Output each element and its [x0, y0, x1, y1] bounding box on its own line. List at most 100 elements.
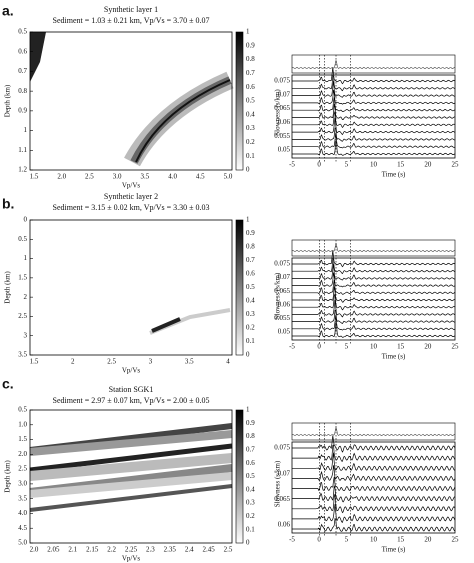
depth-tick-label: 1.5 — [18, 435, 27, 443]
seismogram — [292, 322, 456, 338]
vpvs-tick-label: 2 — [71, 358, 75, 366]
seismogram — [292, 465, 456, 481]
seismogram — [292, 67, 456, 85]
colorbar-tick-label: 0.8 — [246, 55, 255, 63]
seismogram — [292, 279, 456, 295]
vpvs-tick-label: 3 — [149, 358, 153, 366]
depth-label: Depth (km) — [4, 460, 12, 493]
time-tick-label: 25 — [452, 343, 460, 351]
seismogram — [292, 309, 456, 324]
vpvs-tick-label: 1.5 — [30, 173, 39, 181]
trace — [291, 426, 456, 436]
vpvs-tick-label: 2.35 — [164, 546, 177, 554]
vpvs-tick-label: 3.0 — [113, 173, 122, 181]
slowness-label: Slowness (s/km) — [274, 460, 282, 507]
trace-top — [291, 422, 456, 441]
colorbar-tick-label: 1 — [246, 406, 250, 414]
heatmap-bg — [30, 220, 232, 355]
depth-tick-label: 0 — [24, 216, 28, 224]
heatmap — [29, 410, 233, 543]
depth-tick-label: 3 — [24, 331, 28, 339]
seismogram — [292, 435, 456, 453]
seismogram — [292, 140, 456, 156]
depth-tick-label: 3.5 — [18, 351, 27, 359]
vpvs-tick-label: 2.1 — [68, 546, 77, 554]
vpvs-tick-label: 2.5 — [224, 546, 233, 554]
vpvs-tick-label: 2.5 — [107, 358, 116, 366]
colorbar-tick-label: 0.9 — [246, 419, 255, 427]
time-tick-label: 15 — [397, 343, 405, 351]
time-tick-label: 5 — [345, 161, 349, 169]
depth-tick-label: 3.0 — [18, 479, 27, 487]
panel-title: Synthetic layer 2 — [104, 192, 158, 201]
slowness-label: Slowness (s/km) — [274, 272, 282, 319]
blob — [30, 32, 46, 82]
slowness-tick-label: 0.065 — [274, 495, 290, 503]
depth-tick-label: 0.8 — [18, 87, 27, 95]
colorbar-tick-label: 0.8 — [246, 432, 255, 440]
colorbar-tick-label: 0.6 — [246, 270, 255, 278]
colorbar-tick-label: 0.2 — [246, 138, 255, 146]
depth-tick-label: 1.2 — [18, 166, 27, 174]
seismogram — [292, 493, 456, 514]
colorbar-tick-label: 0.1 — [246, 525, 255, 533]
time-tick-label: 5 — [345, 536, 349, 544]
time-tick-label: 20 — [424, 536, 432, 544]
slowness-tick-label: 0.075 — [274, 260, 290, 268]
colorbar-tick-label: 0.5 — [246, 97, 255, 105]
colorbar — [235, 219, 244, 356]
depth-label: Depth (km) — [4, 271, 12, 304]
colorbar-tick-label: 0.3 — [246, 124, 255, 132]
vpvs-tick-label: 2.5 — [85, 173, 94, 181]
trace — [291, 242, 456, 252]
time-tick-label: 15 — [397, 161, 405, 169]
seismogram — [292, 263, 455, 281]
vpvs-tick-label: 2.3 — [146, 546, 155, 554]
depth-tick-label: 0.6 — [18, 47, 27, 55]
trace-frame — [291, 54, 456, 74]
heatmap-frame — [29, 31, 233, 171]
depth-tick-label: 0.9 — [18, 106, 27, 114]
slowness-tick-label: 0.07 — [278, 469, 291, 477]
time-tick-label: 10 — [370, 536, 378, 544]
vpvs-label: Vp/Vs — [122, 555, 141, 563]
colorbar-tick-label: 0.3 — [246, 499, 255, 507]
seismogram — [292, 300, 456, 318]
seismogram — [292, 250, 456, 268]
depth-tick-label: 4.5 — [18, 524, 27, 532]
vpvs-tick-label: 2.4 — [185, 546, 194, 554]
vpvs-tick-label: 4.0 — [168, 173, 177, 181]
seismogram — [292, 293, 456, 311]
vpvs-tick-label: 5.0 — [224, 173, 233, 181]
seismogram — [292, 485, 456, 503]
vpvs-tick-label: 4 — [226, 358, 230, 366]
slowness-tick-label: 0.075 — [274, 444, 290, 452]
colorbar-tick-label: 0.2 — [246, 324, 255, 332]
depth-tick-label: 4.0 — [18, 509, 27, 517]
slowness-tick-label: 0.075 — [274, 77, 290, 85]
depth-tick-label: 1.1 — [18, 146, 27, 154]
depth-tick-label: 0.5 — [18, 235, 27, 243]
panel-title: Synthetic layer 1 — [104, 5, 158, 14]
time-tick-label: 25 — [452, 161, 460, 169]
slowness-tick-label: 0.07 — [278, 273, 291, 281]
colorbar-tick-label: 0.7 — [246, 256, 255, 264]
heatmap — [30, 32, 234, 170]
seismogram — [292, 272, 456, 288]
vpvs-tick-label: 2.45 — [202, 546, 215, 554]
depth-tick-label: 1 — [24, 126, 28, 134]
time-tick-label: -5 — [289, 161, 295, 169]
seismogram — [292, 286, 456, 303]
slowness-tick-label: 0.05 — [278, 146, 291, 154]
slowness-tick-label: 0.055 — [274, 314, 290, 322]
vpvs-tick-label: 2.25 — [125, 546, 138, 554]
time-tick-label: -5 — [289, 536, 295, 544]
vpvs-tick-label: 2.15 — [86, 546, 99, 554]
time-label: Time (s) — [382, 171, 406, 179]
seismogram — [292, 111, 456, 128]
vpvs-tick-label: 3.5 — [140, 173, 149, 181]
colorbar-tick-label: 1 — [246, 28, 250, 36]
seismogram — [292, 315, 456, 331]
depth-tick-label: 0.5 — [18, 28, 27, 36]
